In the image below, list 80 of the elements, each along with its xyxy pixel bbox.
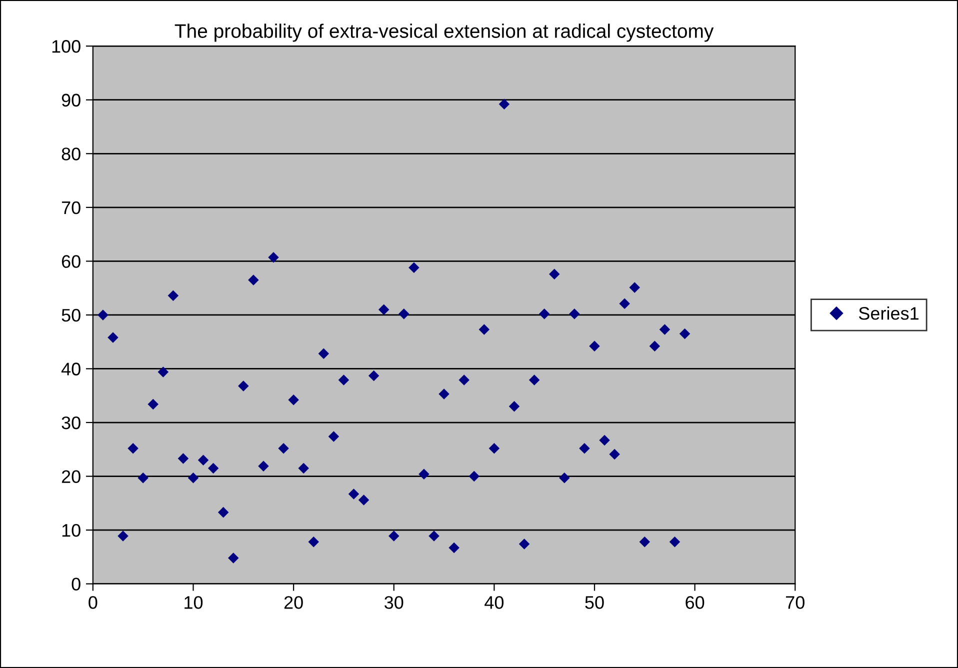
point (639, 536, 650, 548)
point (328, 431, 340, 442)
point (669, 536, 680, 548)
point (518, 538, 530, 550)
point (98, 310, 108, 320)
y-tick-label: 100 (52, 40, 80, 53)
point (468, 470, 480, 482)
point (148, 398, 158, 410)
x-tick-label: 40 (484, 596, 504, 609)
y-tick-label: 80 (62, 148, 80, 160)
point (128, 442, 138, 454)
point (538, 308, 550, 320)
point (138, 472, 148, 484)
point (258, 460, 269, 472)
x-tick-label: 50 (585, 596, 604, 609)
point (659, 324, 670, 335)
point (168, 290, 179, 301)
point (438, 388, 450, 400)
legend-label: Series1 (858, 306, 918, 320)
point (388, 530, 400, 542)
point (118, 530, 128, 542)
point (559, 472, 570, 484)
y-tick-label: 90 (62, 94, 80, 107)
point (398, 308, 410, 320)
point (498, 98, 510, 110)
point (278, 442, 289, 454)
x-tick-label: 20 (284, 596, 303, 609)
point (569, 308, 580, 320)
point (108, 332, 118, 343)
y-tick-label: 20 (62, 470, 80, 484)
point (478, 324, 490, 335)
x-tick-label: 60 (686, 596, 704, 609)
chart-title: The probability of extra-vesical extension at radical cystectomy (174, 24, 714, 42)
point (579, 442, 590, 454)
point (589, 340, 600, 352)
y-tick-label: 10 (62, 524, 80, 537)
point (448, 542, 460, 554)
point (238, 380, 249, 392)
y-tick-label: 40 (61, 362, 80, 376)
point (418, 468, 430, 480)
point (338, 374, 350, 386)
point (198, 454, 209, 466)
point (679, 328, 690, 340)
point (298, 462, 309, 474)
y-tick-label: 30 (62, 416, 80, 430)
x-tick-label: 70 (786, 596, 804, 609)
point (368, 370, 380, 382)
point (378, 304, 390, 315)
point (218, 506, 229, 518)
point (308, 536, 319, 548)
x-tick-label: 30 (384, 596, 404, 609)
point (649, 340, 660, 352)
point (178, 453, 189, 464)
point (288, 394, 299, 406)
point (268, 252, 279, 263)
point (619, 298, 630, 310)
x-tick-label: 0 (88, 596, 98, 609)
point (208, 462, 219, 474)
point (228, 552, 239, 564)
y-tick-label: 0 (72, 578, 80, 591)
point (318, 348, 330, 360)
point (599, 434, 610, 446)
y-tick-label: 60 (62, 255, 80, 268)
point (528, 374, 540, 386)
point (158, 366, 169, 378)
point (508, 401, 520, 412)
point (488, 442, 500, 454)
point (428, 530, 440, 542)
point (458, 374, 470, 386)
point (549, 268, 560, 280)
y-tick-label: 70 (62, 201, 80, 214)
point (358, 494, 370, 506)
point (609, 448, 620, 460)
point (348, 488, 360, 500)
point (408, 262, 420, 274)
point (248, 274, 259, 286)
y-tick-label: 50 (62, 308, 80, 322)
point (629, 282, 640, 293)
point (188, 472, 199, 484)
x-tick-label: 10 (184, 596, 203, 609)
